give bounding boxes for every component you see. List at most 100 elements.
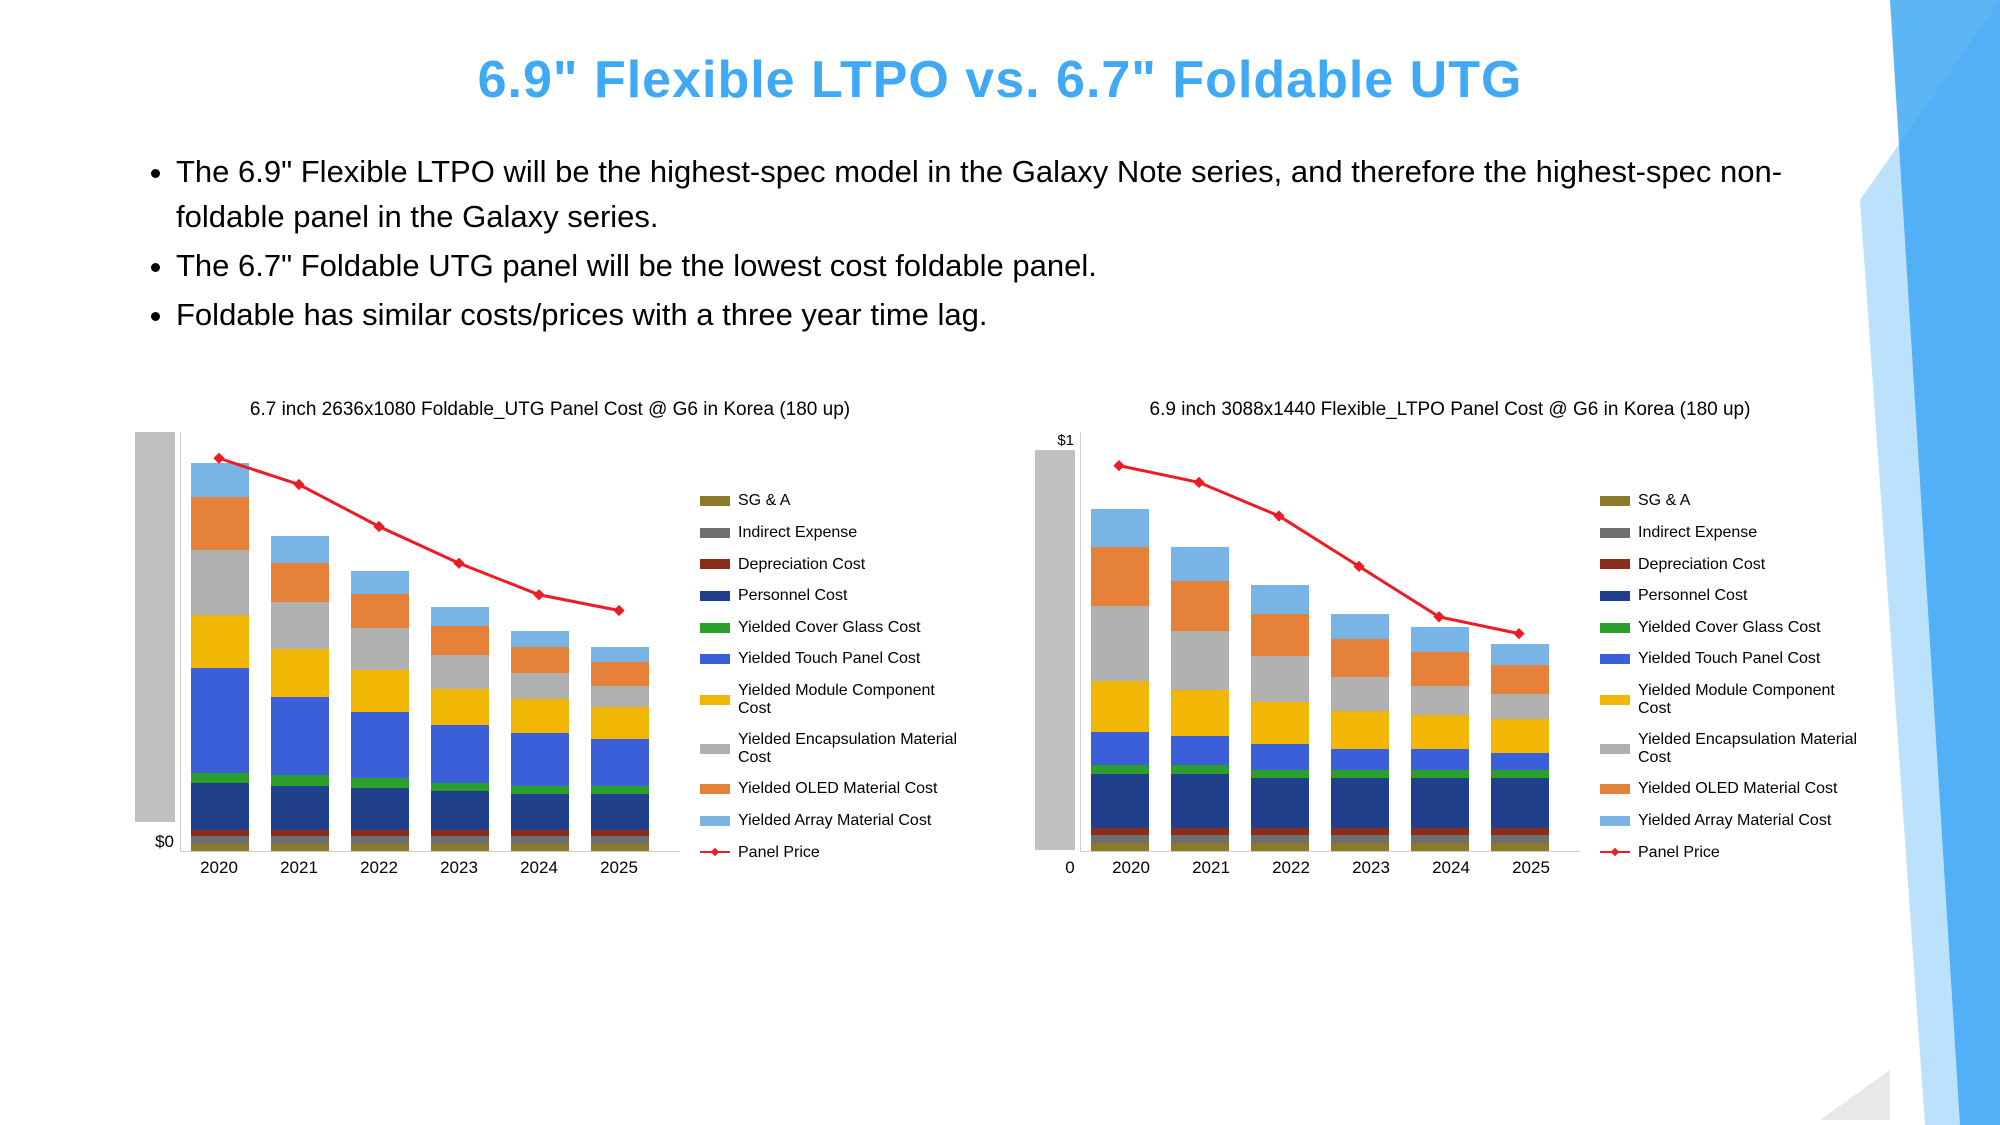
legend-swatch — [700, 496, 730, 506]
chart-legend: SG & AIndirect ExpenseDepreciation CostP… — [1580, 432, 1870, 902]
bar-stack — [1251, 585, 1309, 852]
bar-segment — [1491, 665, 1549, 694]
bar-segment — [271, 602, 329, 649]
bar-segment — [511, 844, 569, 852]
bar-column — [351, 571, 409, 852]
x-axis-label: 2020 — [1102, 858, 1160, 878]
legend-label: Depreciation Cost — [1638, 556, 1765, 574]
legend-label: Yielded Encapsulation Material Cost — [1638, 731, 1870, 766]
legend-label: Depreciation Cost — [738, 556, 865, 574]
bar-segment — [1251, 702, 1309, 744]
x-axis-label: 2021 — [270, 858, 328, 878]
bar-stack — [351, 571, 409, 852]
bar-stack — [1331, 614, 1389, 851]
legend-item: SG & A — [700, 492, 970, 510]
bar-segment — [191, 668, 249, 773]
y-tick-top-remnant: $1 — [1057, 432, 1074, 449]
bar-segment — [1091, 732, 1149, 766]
legend-swatch — [1600, 654, 1630, 664]
legend-item: SG & A — [1600, 492, 1870, 510]
legend-item: Yielded Module Component Cost — [700, 682, 970, 717]
bar-segment — [271, 697, 329, 776]
page-title: 6.9" Flexible LTPO vs. 6.7" Foldable UTG — [120, 50, 1880, 110]
slide-container: 6.9" Flexible LTPO vs. 6.7" Foldable UTG… — [0, 0, 2000, 942]
bar-segment — [271, 649, 329, 696]
x-axis-label: 2022 — [1262, 858, 1320, 878]
bullet-item: The 6.7" Foldable UTG panel will be the … — [176, 244, 1880, 289]
bar-segment — [351, 712, 409, 778]
chart-legend: SG & A Indirect Expense Depreciation Cost P… — [680, 432, 970, 902]
legend-label: Indirect Expense — [1638, 524, 1757, 542]
bar-segment — [591, 836, 649, 844]
legend-swatch — [700, 654, 730, 664]
bar-segment — [351, 778, 409, 789]
bar-segment — [431, 791, 489, 830]
legend-label: Yielded Cover Glass Cost — [1638, 619, 1821, 637]
legend-swatch — [1600, 528, 1630, 538]
bar-segment — [1491, 778, 1549, 828]
bottom-right-corner-triangle — [1820, 1070, 1890, 1120]
legend-item: Yielded Module Component Cost — [1600, 682, 1870, 717]
legend-swatch — [1600, 591, 1630, 601]
bar-segment — [511, 631, 569, 647]
bar-segment — [591, 786, 649, 794]
bar-segment — [191, 497, 249, 550]
bar-segment — [591, 794, 649, 831]
bar-segment — [1091, 681, 1149, 731]
legend-swatch — [1600, 744, 1630, 754]
legend-item: Yielded OLED Material Cost — [700, 780, 970, 798]
bar-segment — [1491, 753, 1549, 770]
bar-segment — [591, 662, 649, 686]
legend-item: Yielded Touch Panel Cost — [700, 650, 970, 668]
bar-segment — [191, 773, 249, 784]
legend-swatch — [1600, 816, 1630, 826]
bar-segment — [511, 836, 569, 844]
bar-segment — [511, 733, 569, 786]
bar-segment — [431, 844, 489, 852]
legend-item: Depreciation Cost — [700, 556, 970, 574]
legend-item: Yielded Cover Glass Cost — [1600, 619, 1870, 637]
chart-title: 6.7 inch 2636x1080 Foldable_UTG Panel Co… — [130, 398, 970, 423]
legend-swatch — [1600, 623, 1630, 633]
bar-segment — [1251, 656, 1309, 702]
legend-label: Yielded Array Material Cost — [738, 812, 931, 830]
x-axis-label: 2020 — [190, 858, 248, 878]
legend-swatch — [700, 591, 730, 601]
bar-segment — [431, 836, 489, 844]
bar-segment — [1171, 774, 1229, 829]
bar-segment — [431, 626, 489, 655]
bar-column — [271, 536, 329, 851]
legend-label: Yielded Module Component Cost — [738, 682, 970, 717]
bar-segment — [591, 739, 649, 786]
x-axis-labels: 202020212022202320242025 — [180, 852, 680, 878]
bar-segment — [591, 844, 649, 852]
bar-segment — [351, 571, 409, 595]
bar-segment — [1251, 835, 1309, 843]
bar-stack — [191, 463, 249, 852]
bar-segment — [511, 647, 569, 673]
bar-segment — [1491, 644, 1549, 665]
bar-segment — [1491, 770, 1549, 778]
legend-item: Personnel Cost — [700, 587, 970, 605]
bar-segment — [351, 844, 409, 852]
bar-segment — [191, 844, 249, 852]
legend-item: Yielded Array Material Cost — [700, 812, 970, 830]
bar-stack — [591, 647, 649, 852]
chart-flexible-ltpo: 6.9 inch 3088x1440 Flexible_LTPO Panel C… — [1030, 398, 1870, 903]
bar-segment — [1171, 765, 1229, 773]
bar-segment — [1091, 765, 1149, 773]
legend-item: Indirect Expense — [1600, 524, 1870, 542]
bar-segment — [1091, 843, 1149, 851]
bar-segment — [351, 788, 409, 830]
x-axis-label: 2022 — [350, 858, 408, 878]
bar-segment — [1091, 606, 1149, 682]
bar-segment — [1491, 694, 1549, 719]
x-axis-labels: 0202020212022202320242025 — [1080, 852, 1580, 878]
legend-label: Indirect Expense — [738, 524, 857, 542]
legend-label: Personnel Cost — [738, 587, 847, 605]
bar-segment — [1091, 547, 1149, 606]
bar-segment — [1171, 581, 1229, 631]
bar-stack — [1091, 509, 1149, 851]
bar-segment — [351, 594, 409, 628]
bar-segment — [1091, 835, 1149, 843]
